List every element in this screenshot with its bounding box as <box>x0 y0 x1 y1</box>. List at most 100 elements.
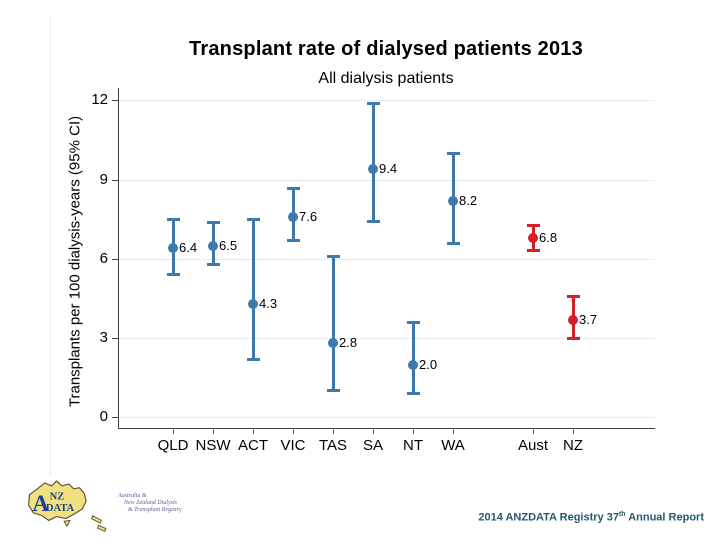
gridline-y-6 <box>118 258 655 260</box>
y-tick-6 <box>112 258 118 260</box>
data-label-Aust: 6.8 <box>539 229 558 245</box>
x-tick-label-Aust: Aust <box>517 437 548 454</box>
ci-cap-top-QLD <box>166 218 180 222</box>
ci-cap-top-WA <box>446 152 460 156</box>
ci-cap-bottom-WA <box>446 241 460 245</box>
chart-subtitle: All dialysis patients <box>318 70 454 87</box>
y-tick-label-9: 9 <box>99 170 108 188</box>
x-tick-label-NSW: NSW <box>195 437 231 454</box>
data-point-NSW <box>208 240 218 251</box>
x-tick-NT <box>413 428 414 434</box>
ci-cap-top-TAS <box>326 255 340 259</box>
y-tick-label-3: 3 <box>99 329 108 347</box>
ci-cap-bottom-SA <box>366 220 380 224</box>
data-point-NZ <box>568 314 578 325</box>
x-tick-label-ACT: ACT <box>238 437 268 454</box>
data-point-QLD <box>168 243 178 254</box>
data-point-NT <box>408 359 418 370</box>
x-tick-label-SA: SA <box>362 437 383 454</box>
gridline-y-0 <box>118 417 655 419</box>
data-point-SA <box>368 164 378 175</box>
x-tick-Aust <box>533 428 534 434</box>
ci-whisker-ACT <box>251 219 255 360</box>
data-label-VIC: 7.6 <box>299 208 318 224</box>
y-tick-label-6: 6 <box>99 249 108 267</box>
x-tick-NZ <box>573 428 574 434</box>
data-label-NSW: 6.5 <box>219 237 238 253</box>
y-axis-line <box>118 88 119 428</box>
data-label-TAS: 2.8 <box>339 335 358 351</box>
data-label-ACT: 4.3 <box>259 295 278 311</box>
ci-cap-bottom-TAS <box>326 389 340 393</box>
data-point-ACT <box>248 298 258 309</box>
ci-cap-bottom-NSW <box>206 262 220 266</box>
y-tick-label-0: 0 <box>99 408 108 426</box>
data-point-VIC <box>288 211 298 222</box>
x-axis-line <box>118 428 655 429</box>
y-tick-9 <box>112 179 118 181</box>
gridline-y-9 <box>118 179 655 181</box>
ci-cap-bottom-NZ <box>566 336 580 340</box>
ci-cap-top-ACT <box>246 218 260 222</box>
x-tick-label-VIC: VIC <box>280 437 306 454</box>
australia-map-shape <box>27 480 87 522</box>
gridline-y-3 <box>118 338 655 340</box>
data-label-NT: 2.0 <box>419 356 438 372</box>
logo-text-nz: NZ <box>50 491 65 502</box>
tasmania-shape <box>63 519 71 528</box>
ci-cap-bottom-Aust <box>526 249 540 253</box>
anzdata-logo-map: A NZ DATA <box>27 480 107 533</box>
logo-tagline: Australia & New Zealand Dialysis & Trans… <box>118 493 182 514</box>
x-tick-QLD <box>173 428 174 434</box>
logo-letter-a: A <box>32 490 49 516</box>
x-tick-ACT <box>253 428 254 434</box>
ci-whisker-TAS <box>331 256 335 391</box>
x-tick-NSW <box>213 428 214 434</box>
logo-tagline-line1: Australia & <box>118 493 147 499</box>
gridline-y-12 <box>118 100 655 102</box>
logo-tagline-line3: & Transplant Registry <box>128 507 182 513</box>
footer-superscript: th <box>618 511 626 518</box>
ci-cap-bottom-ACT <box>246 357 260 361</box>
ci-cap-top-Aust <box>526 223 540 227</box>
anzdata-logo: A NZ DATA Australia & New Zealand Dialys… <box>18 478 218 538</box>
ci-cap-bottom-NT <box>406 392 420 396</box>
logo-text-data: DATA <box>46 503 75 514</box>
chart-title: Transplant rate of dialysed patients 201… <box>189 38 583 60</box>
x-tick-label-NT: NT <box>403 437 423 454</box>
report-footer: 2014 ANZDATA Registry 37th Annual Report <box>478 511 704 524</box>
x-tick-label-NZ: NZ <box>563 437 583 454</box>
y-tick-0 <box>112 417 118 419</box>
y-tick-label-12: 12 <box>91 91 108 109</box>
footer-text-suffix: Annual Report <box>625 511 704 524</box>
x-tick-VIC <box>293 428 294 434</box>
x-tick-label-QLD: QLD <box>157 437 189 454</box>
ci-cap-top-NT <box>406 321 420 325</box>
logo-tagline-line2: New Zealand Dialysis <box>124 500 178 506</box>
data-label-SA: 9.4 <box>379 161 398 177</box>
y-tick-3 <box>112 338 118 340</box>
x-tick-WA <box>453 428 454 434</box>
ci-cap-bottom-QLD <box>166 273 180 277</box>
ci-cap-top-NZ <box>566 294 580 298</box>
slide-edge-line <box>50 18 51 476</box>
x-tick-SA <box>373 428 374 434</box>
ci-cap-top-SA <box>366 102 380 105</box>
ci-cap-top-VIC <box>286 186 300 190</box>
data-label-NZ: 3.7 <box>579 311 598 327</box>
ci-cap-bottom-VIC <box>286 238 300 242</box>
ci-whisker-NT <box>411 322 415 394</box>
y-tick-12 <box>112 100 118 102</box>
data-point-Aust <box>528 232 538 243</box>
new-zealand-shape <box>91 515 107 533</box>
data-point-WA <box>448 195 458 206</box>
data-label-WA: 8.2 <box>459 192 478 208</box>
x-tick-label-WA: WA <box>441 437 465 454</box>
footer-text-prefix: 2014 ANZDATA Registry 37 <box>478 511 619 524</box>
data-point-TAS <box>328 338 338 349</box>
data-label-QLD: 6.4 <box>179 240 198 256</box>
ci-whisker-SA <box>371 103 375 222</box>
x-tick-TAS <box>333 428 334 434</box>
